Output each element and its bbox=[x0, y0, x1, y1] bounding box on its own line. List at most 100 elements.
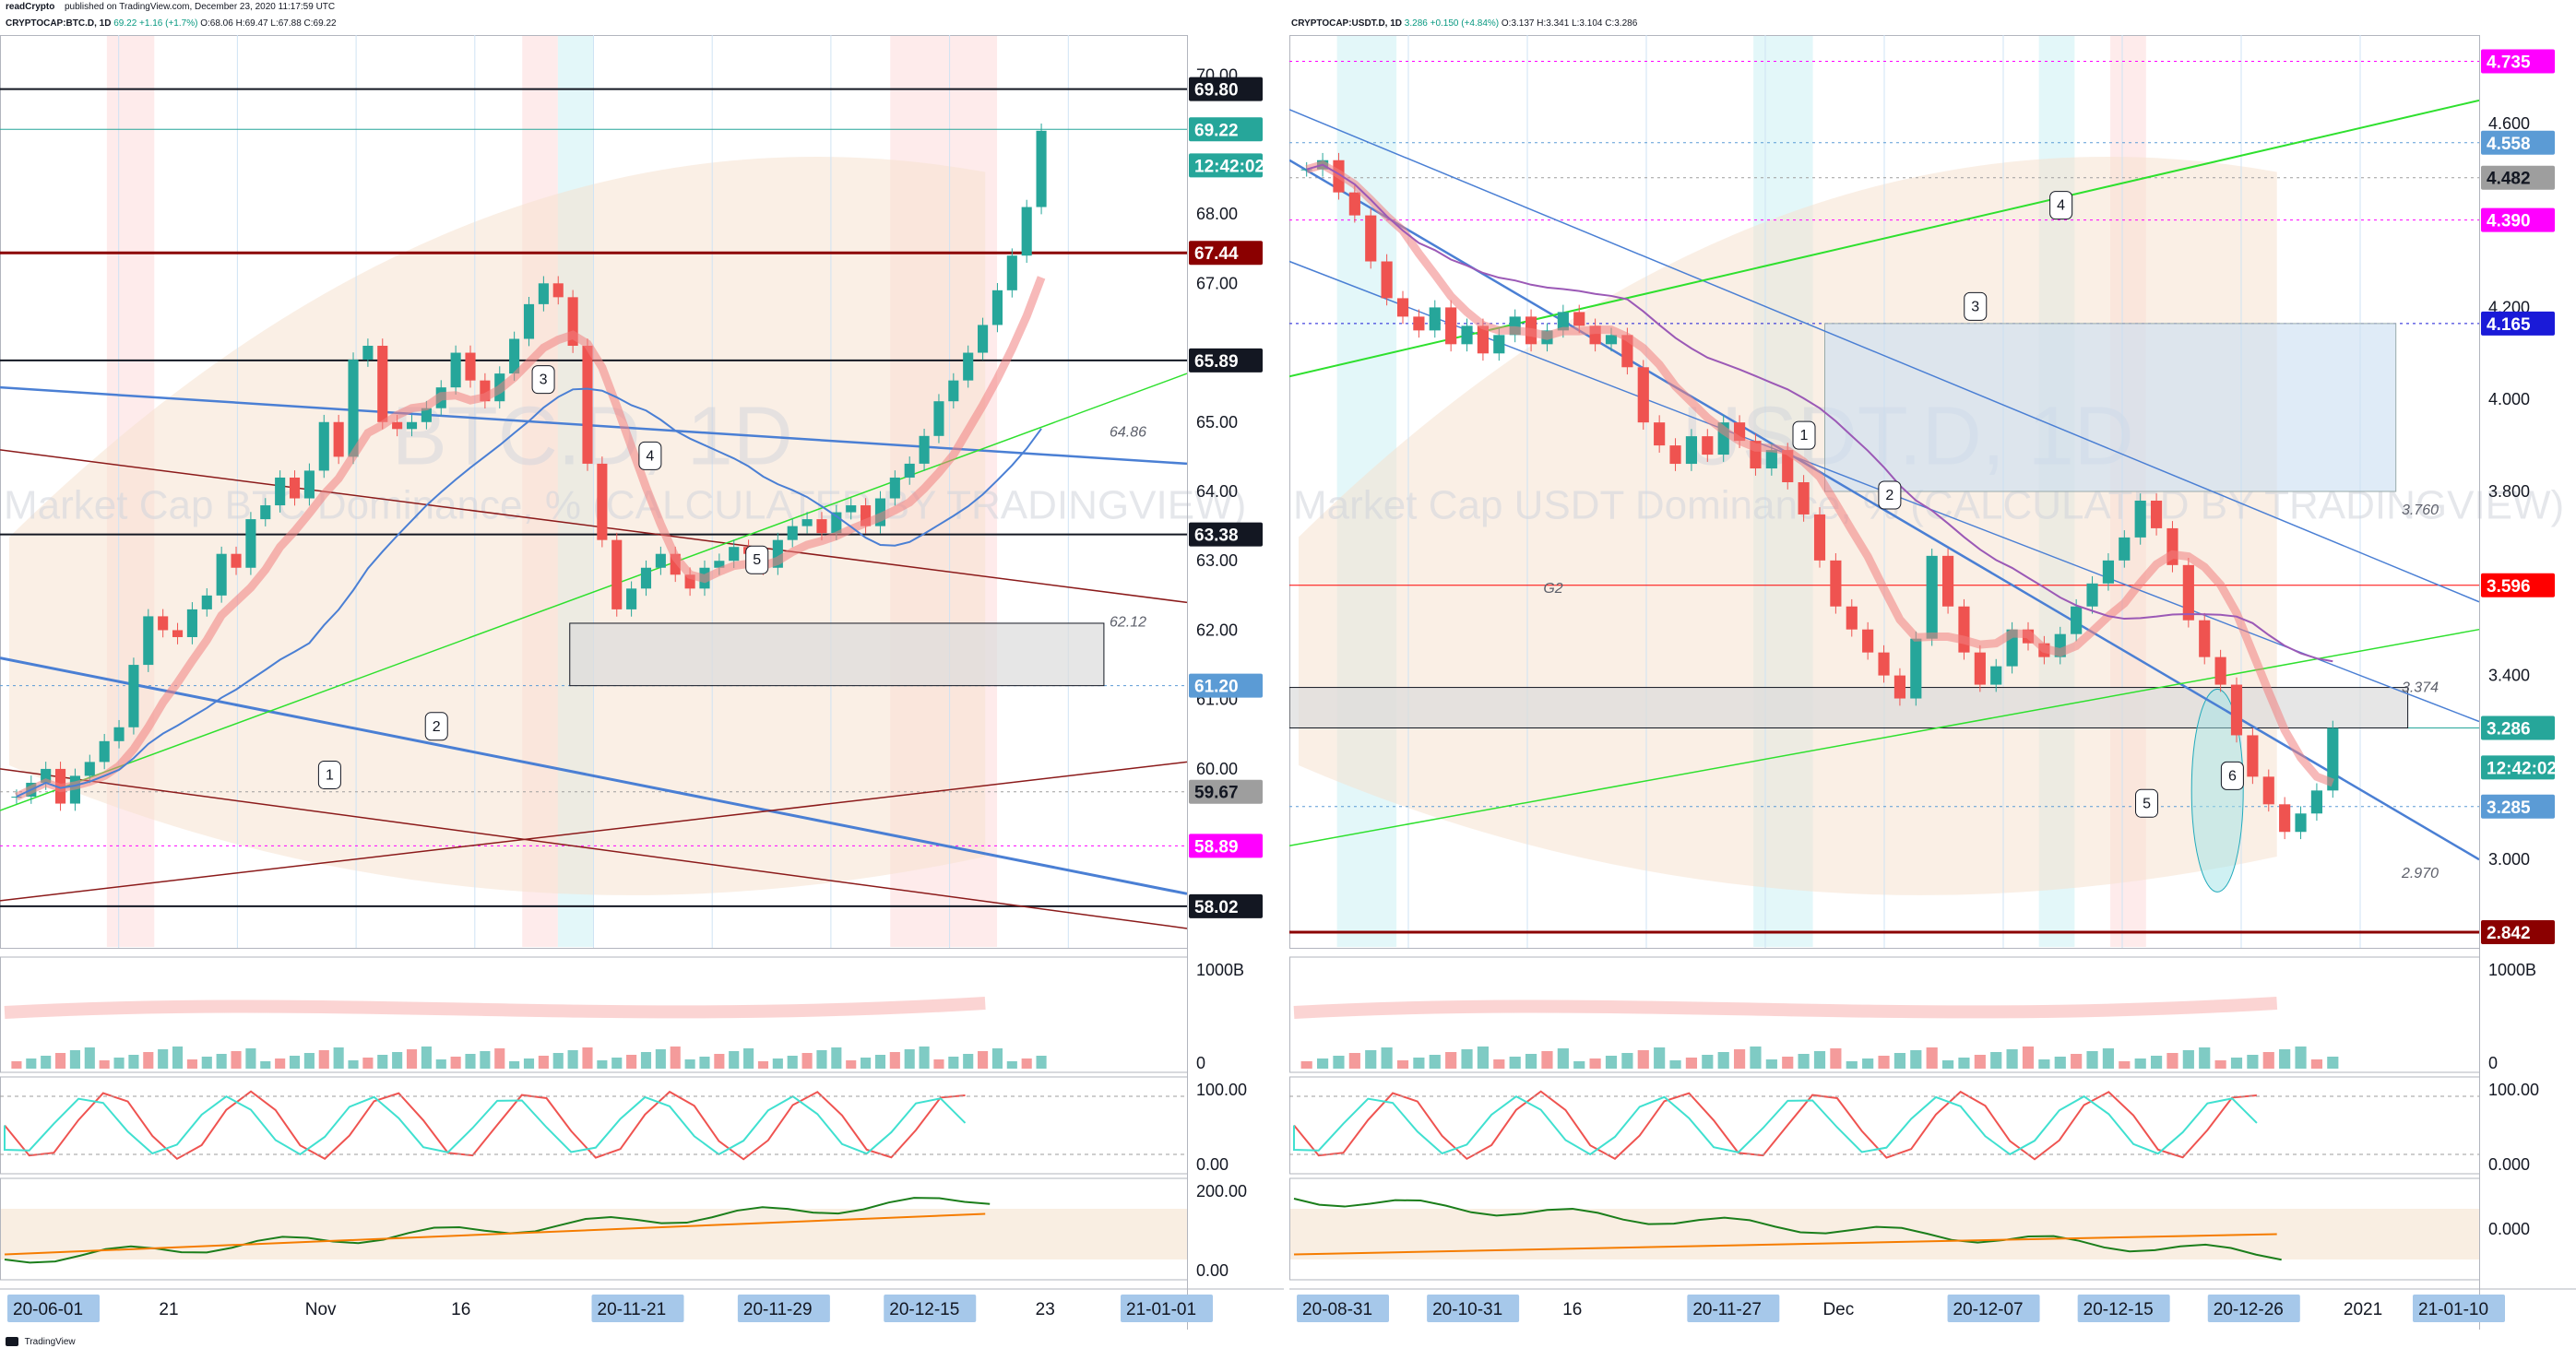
volume-bar bbox=[245, 1048, 256, 1069]
volume-bar bbox=[435, 1059, 446, 1069]
candle-body bbox=[348, 360, 359, 457]
volume-bar bbox=[1846, 1061, 1858, 1069]
volume-bar bbox=[874, 1055, 886, 1069]
price-label-text: 69.22 bbox=[1194, 121, 1239, 140]
candle-body bbox=[552, 283, 564, 298]
volume-bar bbox=[523, 1058, 535, 1069]
volume-bar bbox=[963, 1054, 974, 1069]
price-label-bg bbox=[1189, 117, 1263, 142]
wave-marker: 2 bbox=[1878, 480, 1902, 510]
candles bbox=[1300, 152, 2339, 840]
volume-bar bbox=[303, 1053, 315, 1069]
price-label-bg bbox=[1189, 241, 1263, 266]
price-label-text: 65.89 bbox=[1194, 352, 1239, 372]
time-label: 23 bbox=[1036, 1300, 1055, 1319]
candle-body bbox=[2086, 583, 2098, 607]
volume-bar bbox=[626, 1055, 637, 1069]
candle-body bbox=[626, 588, 637, 609]
volume-bar bbox=[2214, 1060, 2226, 1069]
time-label: 20-12-15 bbox=[884, 1295, 977, 1322]
candle-body bbox=[1765, 450, 1777, 469]
time-label-text: 20-11-27 bbox=[1692, 1300, 1762, 1319]
time-label-bg bbox=[2077, 1295, 2170, 1322]
time-label-bg bbox=[2413, 1295, 2505, 1322]
volume-bar bbox=[1669, 1060, 1681, 1069]
price-label: 4.735 bbox=[2481, 49, 2555, 74]
time-label: 21-01-01 bbox=[1121, 1295, 1213, 1322]
watermark-description: Market Cap BTC Dominance, % (CALCULATED … bbox=[4, 483, 1246, 528]
price-label: 58.02 bbox=[1189, 893, 1263, 918]
wave-marker: 5 bbox=[745, 545, 769, 574]
volume-bar bbox=[2182, 1050, 2194, 1069]
volume-bar bbox=[69, 1050, 80, 1069]
volume-bar bbox=[99, 1060, 110, 1069]
candle-body bbox=[729, 547, 740, 562]
volume-bar bbox=[1365, 1050, 1377, 1069]
time-axis: 20-08-31 20-10-31 16 20-11-27 Dec 20-12-07 20-… bbox=[1289, 1288, 2576, 1322]
volume-bar bbox=[231, 1051, 242, 1069]
candle-body bbox=[2071, 606, 2083, 634]
candle-body bbox=[1021, 207, 1032, 256]
volume-bar bbox=[2247, 1055, 2259, 1069]
candle-body bbox=[1381, 261, 1393, 299]
volume-bar bbox=[846, 1060, 857, 1069]
price-label-text: 69.80 bbox=[1194, 81, 1239, 101]
price-label-text: 58.02 bbox=[1194, 898, 1239, 917]
volume-bar bbox=[362, 1058, 374, 1069]
volume-bar bbox=[684, 1059, 695, 1069]
candle-body bbox=[186, 609, 197, 637]
volume-bar bbox=[743, 1048, 754, 1069]
volume-bar bbox=[1413, 1058, 1425, 1069]
symbol-name[interactable]: CRYPTOCAP:USDT.D, 1D bbox=[1291, 18, 1403, 29]
level-note: G2 bbox=[1543, 581, 1562, 597]
candle-body bbox=[158, 616, 169, 631]
indicator-axis-label: 0.000 bbox=[2488, 1220, 2530, 1238]
price-tick: 4.600 bbox=[2488, 114, 2530, 133]
time-label: 21 bbox=[159, 1300, 178, 1319]
price-label-text: 4.165 bbox=[2487, 315, 2531, 335]
wave-marker-label: 1 bbox=[326, 767, 334, 783]
candle-body bbox=[1830, 560, 1842, 607]
volume-bar bbox=[597, 1060, 608, 1069]
volume-bar bbox=[1509, 1057, 1521, 1069]
obv-line bbox=[4, 1197, 991, 1264]
candle-body bbox=[1413, 316, 1425, 331]
price-label-text: 2.842 bbox=[2487, 924, 2531, 943]
time-label-text: Nov bbox=[305, 1300, 337, 1319]
volume-bar bbox=[1958, 1058, 1970, 1069]
price-tick: 62.00 bbox=[1196, 621, 1238, 639]
wave-marker: 5 bbox=[2135, 788, 2159, 818]
volume-bar bbox=[1893, 1053, 1906, 1069]
candle-body bbox=[1396, 298, 1409, 317]
volume-bar bbox=[1541, 1051, 1553, 1069]
price-tick: 63.00 bbox=[1196, 551, 1238, 570]
supply-zone bbox=[1824, 323, 2397, 492]
time-label-text: 20-12-07 bbox=[1953, 1300, 2024, 1319]
volume-bar bbox=[831, 1047, 842, 1069]
volume-bar bbox=[933, 1059, 944, 1069]
time-label-bg bbox=[737, 1295, 830, 1322]
volume-bar bbox=[465, 1054, 476, 1069]
candle-body bbox=[450, 352, 461, 388]
indicator-pane bbox=[0, 956, 1188, 1073]
candle-body bbox=[1702, 436, 1714, 455]
brand-name[interactable]: TradingView bbox=[24, 1337, 76, 1347]
price-label-bg bbox=[2481, 755, 2555, 780]
candle-body bbox=[1493, 335, 1505, 354]
candle-body bbox=[333, 421, 344, 457]
stoch-signal bbox=[4, 1094, 967, 1156]
ohlc-low: L:3.104 bbox=[1572, 18, 1603, 29]
symbol-name[interactable]: CRYPTOCAP:BTC.D, 1D bbox=[6, 18, 112, 29]
candle-body bbox=[714, 561, 725, 568]
author-name[interactable]: readCrypto bbox=[6, 2, 55, 12]
wave-marker: 1 bbox=[317, 760, 341, 789]
indicator-pane bbox=[1289, 1076, 2480, 1175]
time-label-text: 20-06-01 bbox=[13, 1300, 83, 1319]
candle-body bbox=[480, 380, 491, 402]
volume-bar bbox=[1589, 1058, 1601, 1069]
price-label-bg bbox=[2481, 794, 2555, 819]
ohlc-open: O:68.06 bbox=[200, 18, 233, 29]
volume-bar bbox=[978, 1051, 989, 1069]
